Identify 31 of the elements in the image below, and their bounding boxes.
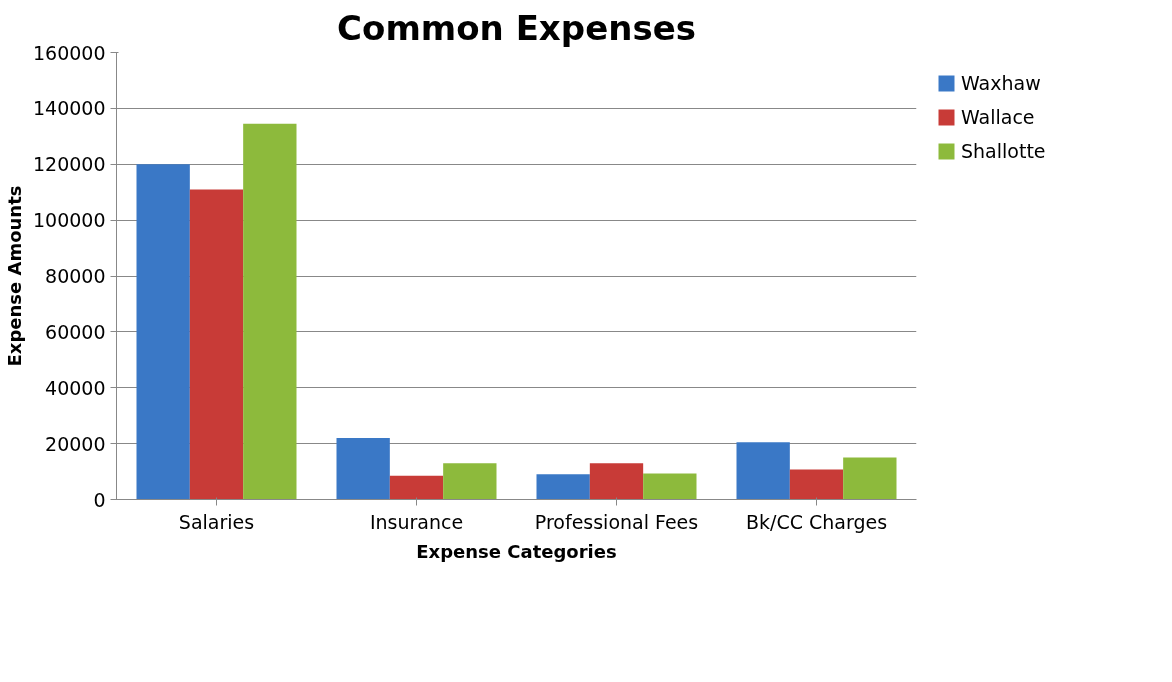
bar <box>389 475 444 500</box>
y-tick-label: 20000 <box>45 432 106 455</box>
bar <box>336 438 390 500</box>
y-axis-title: Expense Amounts <box>3 185 25 367</box>
legend-label: Shallotte <box>961 140 1046 162</box>
y-tick-label: 0 <box>93 488 106 511</box>
bar <box>243 123 297 500</box>
bar <box>843 457 897 500</box>
y-tick-label: 80000 <box>45 265 106 287</box>
bar <box>189 189 244 500</box>
x-tick-label: Salaries <box>178 510 255 533</box>
y-tick-label: 40000 <box>45 376 106 399</box>
chart-title: Common Expenses <box>337 7 696 48</box>
bar <box>443 463 497 500</box>
bar <box>536 474 590 500</box>
legend-label: Wallace <box>961 106 1035 128</box>
x-axis-title: Expense Categories <box>416 540 617 562</box>
x-tick-label: Bk/CC Charges <box>745 510 888 533</box>
bar <box>736 442 790 500</box>
bar <box>136 164 190 500</box>
y-tick-label: 120000 <box>32 153 106 176</box>
bar <box>789 469 844 500</box>
x-tick-label: Insurance <box>369 510 464 533</box>
bar <box>643 473 697 500</box>
y-tick-label: 140000 <box>32 97 106 120</box>
y-tick-label: 100000 <box>32 209 106 232</box>
x-tick-label: Professional Fees <box>534 510 699 533</box>
y-tick-label: 160000 <box>32 41 106 64</box>
legend-label: Waxhaw <box>961 72 1041 94</box>
y-tick-label: 60000 <box>45 320 106 343</box>
bar <box>589 463 644 500</box>
